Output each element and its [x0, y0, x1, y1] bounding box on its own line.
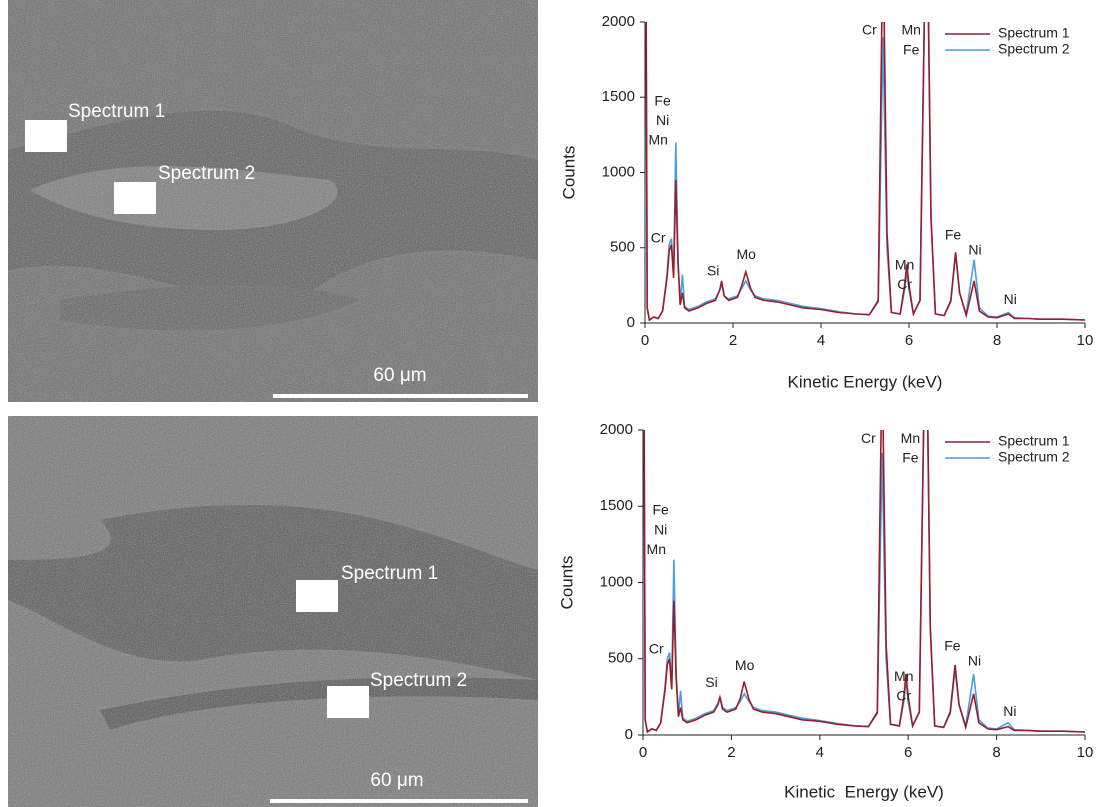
spectrum-box [114, 182, 156, 214]
y-tick-label: 0 [625, 726, 633, 743]
spectrum-box [25, 120, 67, 152]
y-tick-label: 500 [608, 650, 633, 667]
peak-label: Si [705, 674, 717, 690]
sem-image [8, 0, 538, 402]
x-tick-label: 4 [817, 332, 825, 349]
y-tick-label: 2000 [602, 13, 635, 30]
peak-label: Mo [735, 657, 755, 673]
y-tick-label: 2000 [600, 421, 633, 438]
peak-label: Fe [902, 450, 919, 466]
y-axis-label: Counts [557, 556, 576, 610]
spectrum-box [296, 580, 338, 612]
scale-bar-label: 60 μm [373, 365, 426, 386]
x-axis-label: Kinetic Energy (keV) [784, 782, 944, 801]
y-axis-label: Counts [559, 146, 578, 200]
peak-label: Cr [649, 640, 664, 656]
peak-label: Ni [1004, 291, 1017, 307]
peak-label: Cr [651, 229, 666, 245]
spectrum-box [327, 686, 369, 718]
peak-label: Fe [653, 502, 670, 518]
x-tick-label: 10 [1077, 332, 1094, 349]
legend-label: Spectrum 1 [998, 25, 1070, 41]
y-tick-label: 1500 [600, 497, 633, 514]
legend-label: Spectrum 2 [998, 449, 1070, 465]
peak-label: Mn [648, 132, 667, 148]
peak-label: Mn [895, 257, 914, 273]
x-tick-label: 2 [729, 332, 737, 349]
y-tick-label: 500 [610, 239, 635, 256]
peak-label: Ni [968, 653, 981, 669]
peak-label: Ni [656, 112, 669, 128]
figure-svg: Spectrum 1Spectrum 260 μmSpectrum 1Spect… [0, 0, 1099, 807]
x-tick-label: 2 [727, 744, 735, 761]
legend-label: Spectrum 2 [998, 41, 1070, 57]
peak-label: Cr [896, 688, 911, 704]
x-axis-label: Kinetic Energy (keV) [788, 372, 943, 391]
y-tick-label: 1500 [602, 88, 635, 105]
chart: 0 2 4 6 8 10 0 500 1000 1500 2000 Kinetic Energy (k… [559, 0, 1093, 391]
peak-label: Fe [945, 226, 962, 242]
scale-bar-label: 60 μm [370, 770, 423, 791]
peak-label: Cr [861, 430, 876, 446]
spectrum-line [643, 278, 1085, 733]
peak-label: Cr [862, 22, 877, 38]
y-tick-label: 0 [627, 314, 635, 331]
figure: Spectrum 1Spectrum 260 μmSpectrum 1Spect… [0, 0, 1099, 807]
spectrum-label: Spectrum 2 [370, 670, 467, 691]
peak-label: Ni [968, 241, 981, 257]
x-tick-label: 4 [816, 744, 824, 761]
x-tick-label: 10 [1077, 744, 1094, 761]
y-tick-label: 1000 [600, 573, 633, 590]
spectrum-label: Spectrum 1 [68, 101, 165, 122]
peak-label: Ni [654, 521, 667, 537]
peak-label: Mn [647, 541, 666, 557]
spectrum-line [643, 278, 1085, 733]
peak-label: Fe [654, 92, 671, 108]
peak-label: Si [707, 263, 719, 279]
sem-image [8, 416, 538, 807]
spectrum-label: Spectrum 2 [158, 163, 255, 184]
peak-label: Mn [894, 668, 913, 684]
spectrum-label: Spectrum 1 [341, 563, 438, 584]
legend-label: Spectrum 1 [998, 433, 1070, 449]
peak-label: Mn [901, 430, 920, 446]
peak-label: Mo [736, 246, 756, 262]
x-tick-label: 8 [992, 744, 1000, 761]
x-tick-label: 6 [904, 744, 912, 761]
peak-label: Mn [901, 22, 920, 38]
peak-label: Fe [903, 41, 920, 57]
peak-label: Ni [1003, 703, 1016, 719]
peak-label: Cr [897, 276, 912, 292]
x-tick-label: 0 [641, 332, 649, 349]
y-tick-label: 1000 [602, 163, 635, 180]
x-tick-label: 0 [639, 744, 647, 761]
x-tick-label: 6 [905, 332, 913, 349]
x-tick-label: 8 [993, 332, 1001, 349]
peak-label: Fe [944, 637, 961, 653]
